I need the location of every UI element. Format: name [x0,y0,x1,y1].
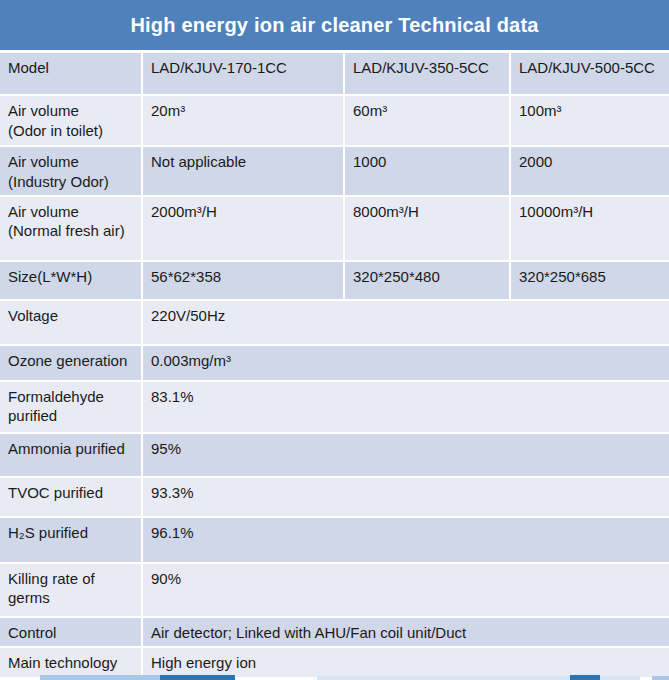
row-label: Air volume (Odor in toilet) [0,96,143,147]
row-value: 83.1% [143,382,669,434]
row-value: LAD/KJUV-500-5CC [511,53,669,96]
table-row: Size(L*W*H)56*62*358320*250*480320*250*6… [0,262,669,301]
bottom-image-fragment [570,675,600,680]
bottom-image-fragment [600,676,640,680]
row-value: 90% [143,564,669,618]
row-value: 2000m³/H [143,197,345,262]
table-row: Killing rate of germs90% [0,564,669,618]
row-label: H₂S purified [0,518,143,564]
row-value: 20m³ [143,96,345,147]
row-value: 95% [143,434,669,478]
row-value: Not applicable [143,147,345,197]
table-row: Ozone generation0.003mg/m³ [0,346,669,382]
bottom-image-fragment [160,675,235,680]
row-value: 2000 [511,147,669,197]
table-row: Air volume (Odor in toilet)20m³60m³100m³ [0,96,669,147]
row-label: TVOC purified [0,478,143,518]
table-row: Voltage220V/50Hz [0,301,669,346]
row-label: Ozone generation [0,346,143,382]
row-value: 56*62*358 [143,262,345,301]
row-value: 100m³ [511,96,669,147]
bottom-image-fragment [652,676,669,680]
row-value: 93.3% [143,478,669,518]
row-value: 8000m³/H [345,197,511,262]
row-label: Main technology [0,648,143,679]
table-row: Air volume (Normal fresh air)2000m³/H800… [0,197,669,262]
table-row: TVOC purified93.3% [0,478,669,518]
table-row: ModelLAD/KJUV-170-1CCLAD/KJUV-350-5CCLAD… [0,53,669,96]
row-value: LAD/KJUV-350-5CC [345,53,511,96]
bottom-image-fragment [40,675,160,680]
slide: High energy ion air cleaner Technical da… [0,0,669,680]
table-title: High energy ion air cleaner Technical da… [130,14,538,37]
row-label: Formaldehyde purified [0,382,143,434]
row-label: Model [0,53,143,96]
table-title-bar: High energy ion air cleaner Technical da… [0,0,669,50]
row-value: 320*250*480 [345,262,511,301]
row-value: 0.003mg/m³ [143,346,669,382]
row-label: Killing rate of germs [0,564,143,618]
table-row: Main technologyHigh energy ion [0,648,669,679]
row-value: 60m³ [345,96,511,147]
row-value: 96.1% [143,518,669,564]
row-label: Ammonia purified [0,434,143,478]
table-row: Air volume (Industry Odor)Not applicable… [0,147,669,197]
row-label: Air volume (Normal fresh air) [0,197,143,262]
row-label: Size(L*W*H) [0,262,143,301]
row-value: Air detector; Linked with AHU/Fan coil u… [143,618,669,648]
table-row: H₂S purified96.1% [0,518,669,564]
table-row: Ammonia purified95% [0,434,669,478]
row-value: 1000 [345,147,511,197]
row-label: Control [0,618,143,648]
row-value: High energy ion [143,648,669,679]
technical-data-table: ModelLAD/KJUV-170-1CCLAD/KJUV-350-5CCLAD… [0,53,669,679]
row-value: 220V/50Hz [143,301,669,346]
bottom-image-fragment [317,676,570,680]
row-value: LAD/KJUV-170-1CC [143,53,345,96]
row-label: Voltage [0,301,143,346]
row-label: Air volume (Industry Odor) [0,147,143,197]
row-value: 10000m³/H [511,197,669,262]
table-row: ControlAir detector; Linked with AHU/Fan… [0,618,669,648]
table-row: Formaldehyde purified83.1% [0,382,669,434]
row-value: 320*250*685 [511,262,669,301]
